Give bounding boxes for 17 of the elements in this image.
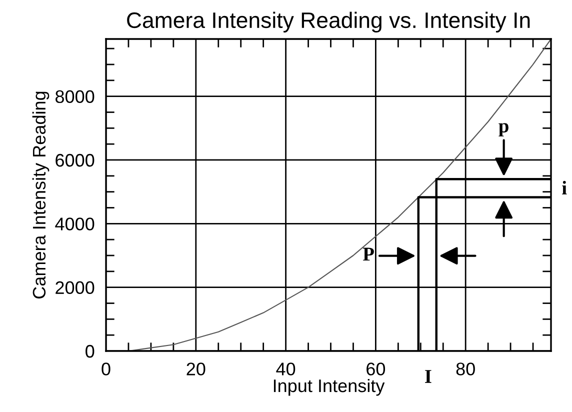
y-tick-label: 4000 [55,218,94,230]
x-tick-label: 20 [186,362,206,376]
x-tick-label: 80 [456,362,475,376]
x-axis-title: Input Intensity [274,378,385,396]
text: i [562,180,567,194]
x-tick-label: 40 [276,362,296,376]
text: I [425,370,432,383]
y-axis-title: Camera Intensity Reading [32,92,50,298]
annotation: P [362,248,374,261]
x-tick-label: 0 [102,362,110,376]
annotation: p [498,123,508,136]
y-tick-label: 8000 [56,90,94,104]
x-tick-label: 60 [366,362,386,376]
y-tick-label: 6000 [56,154,94,167]
y-tick-label: 0 [86,344,94,358]
y-tick-label: 2000 [56,281,94,294]
chart-title: Camera Intensity Reading vs. Intensity In [127,12,530,32]
